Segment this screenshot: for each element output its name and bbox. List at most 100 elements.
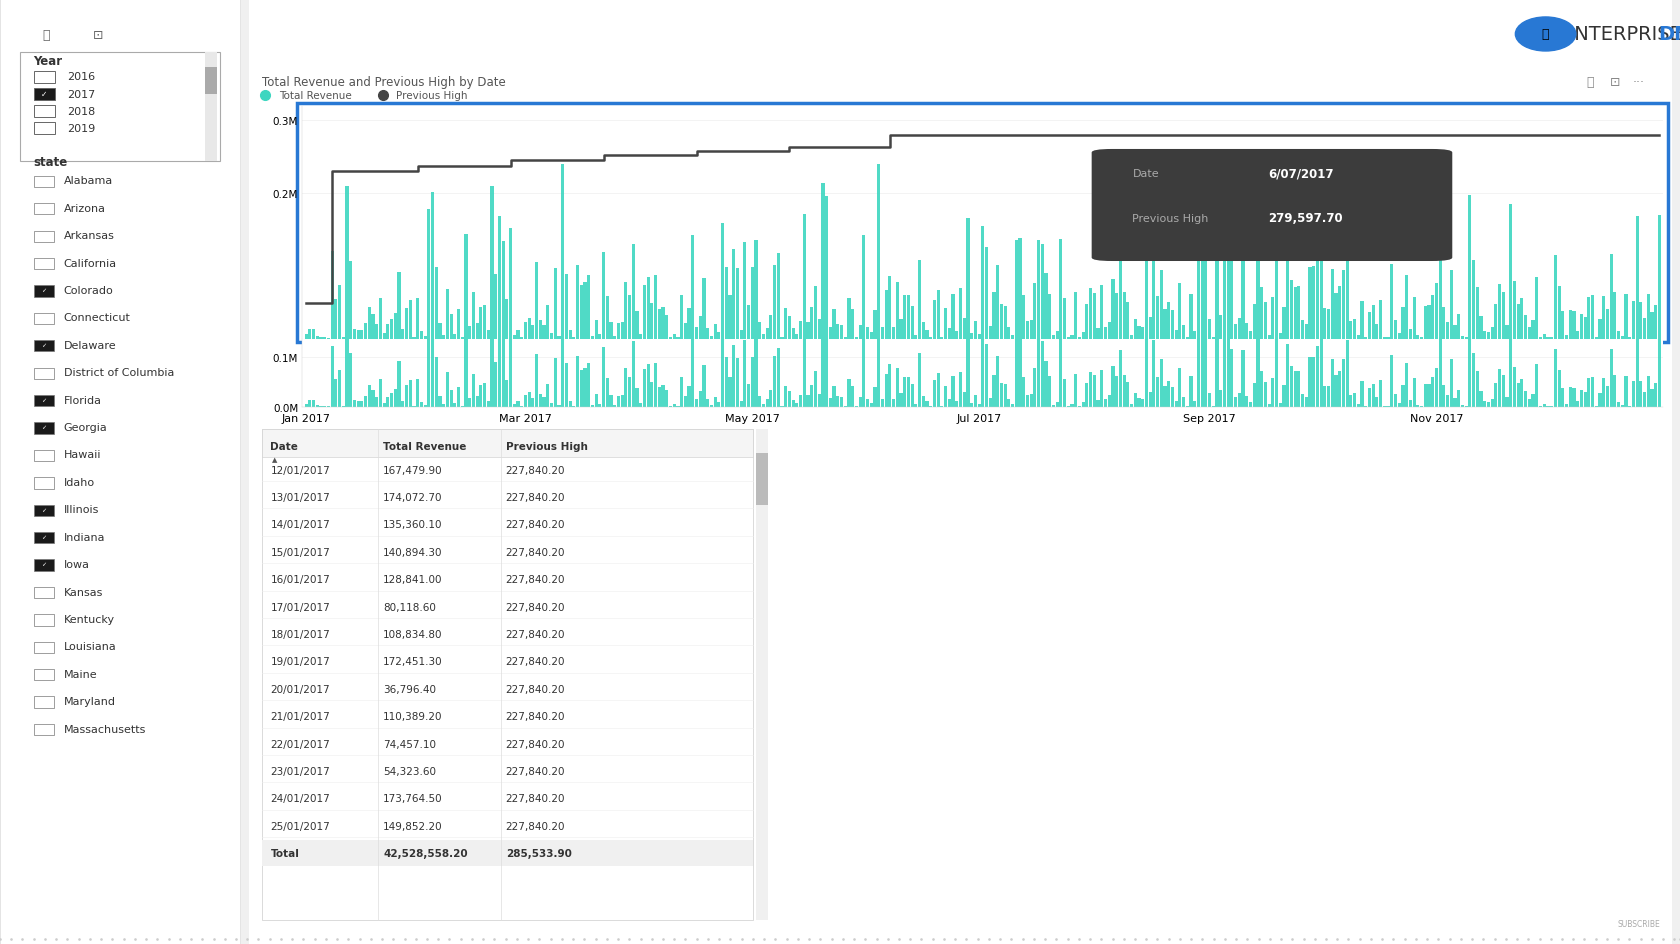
Bar [743, 341, 746, 408]
Bar [1152, 243, 1156, 340]
Bar [892, 328, 895, 340]
Bar [371, 391, 375, 408]
Bar [1018, 239, 1021, 340]
Bar [576, 266, 580, 340]
Text: Year: Year [34, 55, 62, 68]
Text: ✓: ✓ [40, 425, 47, 430]
Bar [941, 338, 944, 340]
Bar [1089, 288, 1092, 340]
Bar [818, 320, 822, 340]
Bar [911, 306, 914, 340]
Text: Maine: Maine [64, 669, 97, 679]
Bar [865, 328, 869, 340]
Bar [438, 396, 442, 408]
Text: 2017: 2017 [67, 90, 96, 99]
Bar [1144, 182, 1147, 340]
Bar [1342, 270, 1346, 340]
Text: 227,840.20: 227,840.20 [506, 821, 564, 831]
Bar [365, 324, 368, 340]
Bar [534, 262, 538, 340]
Bar [1242, 257, 1245, 340]
Bar [1441, 386, 1445, 408]
Bar [1040, 342, 1043, 408]
Bar [1594, 406, 1598, 408]
Bar [984, 345, 988, 408]
Bar [1532, 321, 1534, 340]
Bar [1267, 405, 1270, 408]
Bar [1352, 394, 1356, 408]
Bar [1126, 382, 1129, 408]
Bar [1257, 220, 1260, 340]
Bar [554, 359, 556, 408]
Bar [951, 295, 954, 340]
Bar [1245, 323, 1248, 340]
Bar [1309, 267, 1312, 340]
Bar [1584, 393, 1586, 408]
Text: Delaware: Delaware [64, 341, 116, 350]
Bar [34, 450, 54, 462]
Bar [1561, 388, 1564, 408]
Bar [591, 406, 595, 408]
Bar [1554, 349, 1557, 408]
Bar [1134, 394, 1137, 408]
Bar [1119, 350, 1122, 408]
Text: Indiana: Indiana [64, 532, 106, 542]
Bar [843, 338, 847, 340]
Bar [554, 269, 556, 340]
Bar [420, 331, 423, 340]
Bar [491, 187, 494, 340]
Bar [1253, 383, 1255, 408]
Bar [497, 323, 501, 408]
Bar [1116, 376, 1119, 408]
Bar [1423, 307, 1426, 340]
Bar [769, 391, 773, 408]
Bar [549, 333, 553, 340]
Bar [840, 397, 843, 408]
Bar [1368, 389, 1371, 408]
Bar [304, 335, 307, 340]
Text: 135,360.10: 135,360.10 [383, 520, 442, 530]
Bar [1211, 338, 1215, 340]
Text: Connecticut: Connecticut [64, 313, 131, 323]
Bar [34, 231, 54, 243]
Bar [736, 359, 739, 408]
Bar [346, 187, 348, 340]
Bar [408, 300, 412, 340]
Bar [858, 326, 862, 340]
Text: 2018: 2018 [67, 107, 96, 116]
Bar [963, 393, 966, 408]
Text: Arizona: Arizona [64, 204, 106, 213]
Bar [932, 380, 936, 408]
Bar [766, 400, 769, 408]
Bar [1287, 345, 1289, 408]
Bar [1520, 379, 1524, 408]
Text: Previous High: Previous High [506, 442, 588, 451]
Bar [307, 329, 311, 340]
Bar [1055, 332, 1058, 340]
Bar [1089, 372, 1092, 408]
Bar [512, 336, 516, 340]
Bar [1441, 308, 1445, 340]
Bar [1480, 317, 1482, 340]
Bar [1055, 402, 1058, 408]
Bar [1502, 293, 1505, 340]
Bar [791, 400, 795, 408]
Bar [528, 393, 531, 408]
Bar [1253, 304, 1255, 340]
Bar [34, 396, 54, 407]
Bar [613, 406, 617, 408]
Bar [647, 278, 650, 340]
Bar [516, 401, 519, 408]
Bar [1018, 338, 1021, 408]
Bar [617, 324, 620, 340]
Bar [1144, 298, 1147, 408]
Bar [696, 328, 699, 340]
Bar [1650, 389, 1653, 408]
Bar [1205, 333, 1208, 408]
Bar [1579, 391, 1583, 408]
Bar [1003, 385, 1006, 408]
Bar [34, 106, 55, 118]
Bar [966, 219, 969, 340]
Bar [706, 400, 709, 408]
Bar [1594, 338, 1598, 340]
